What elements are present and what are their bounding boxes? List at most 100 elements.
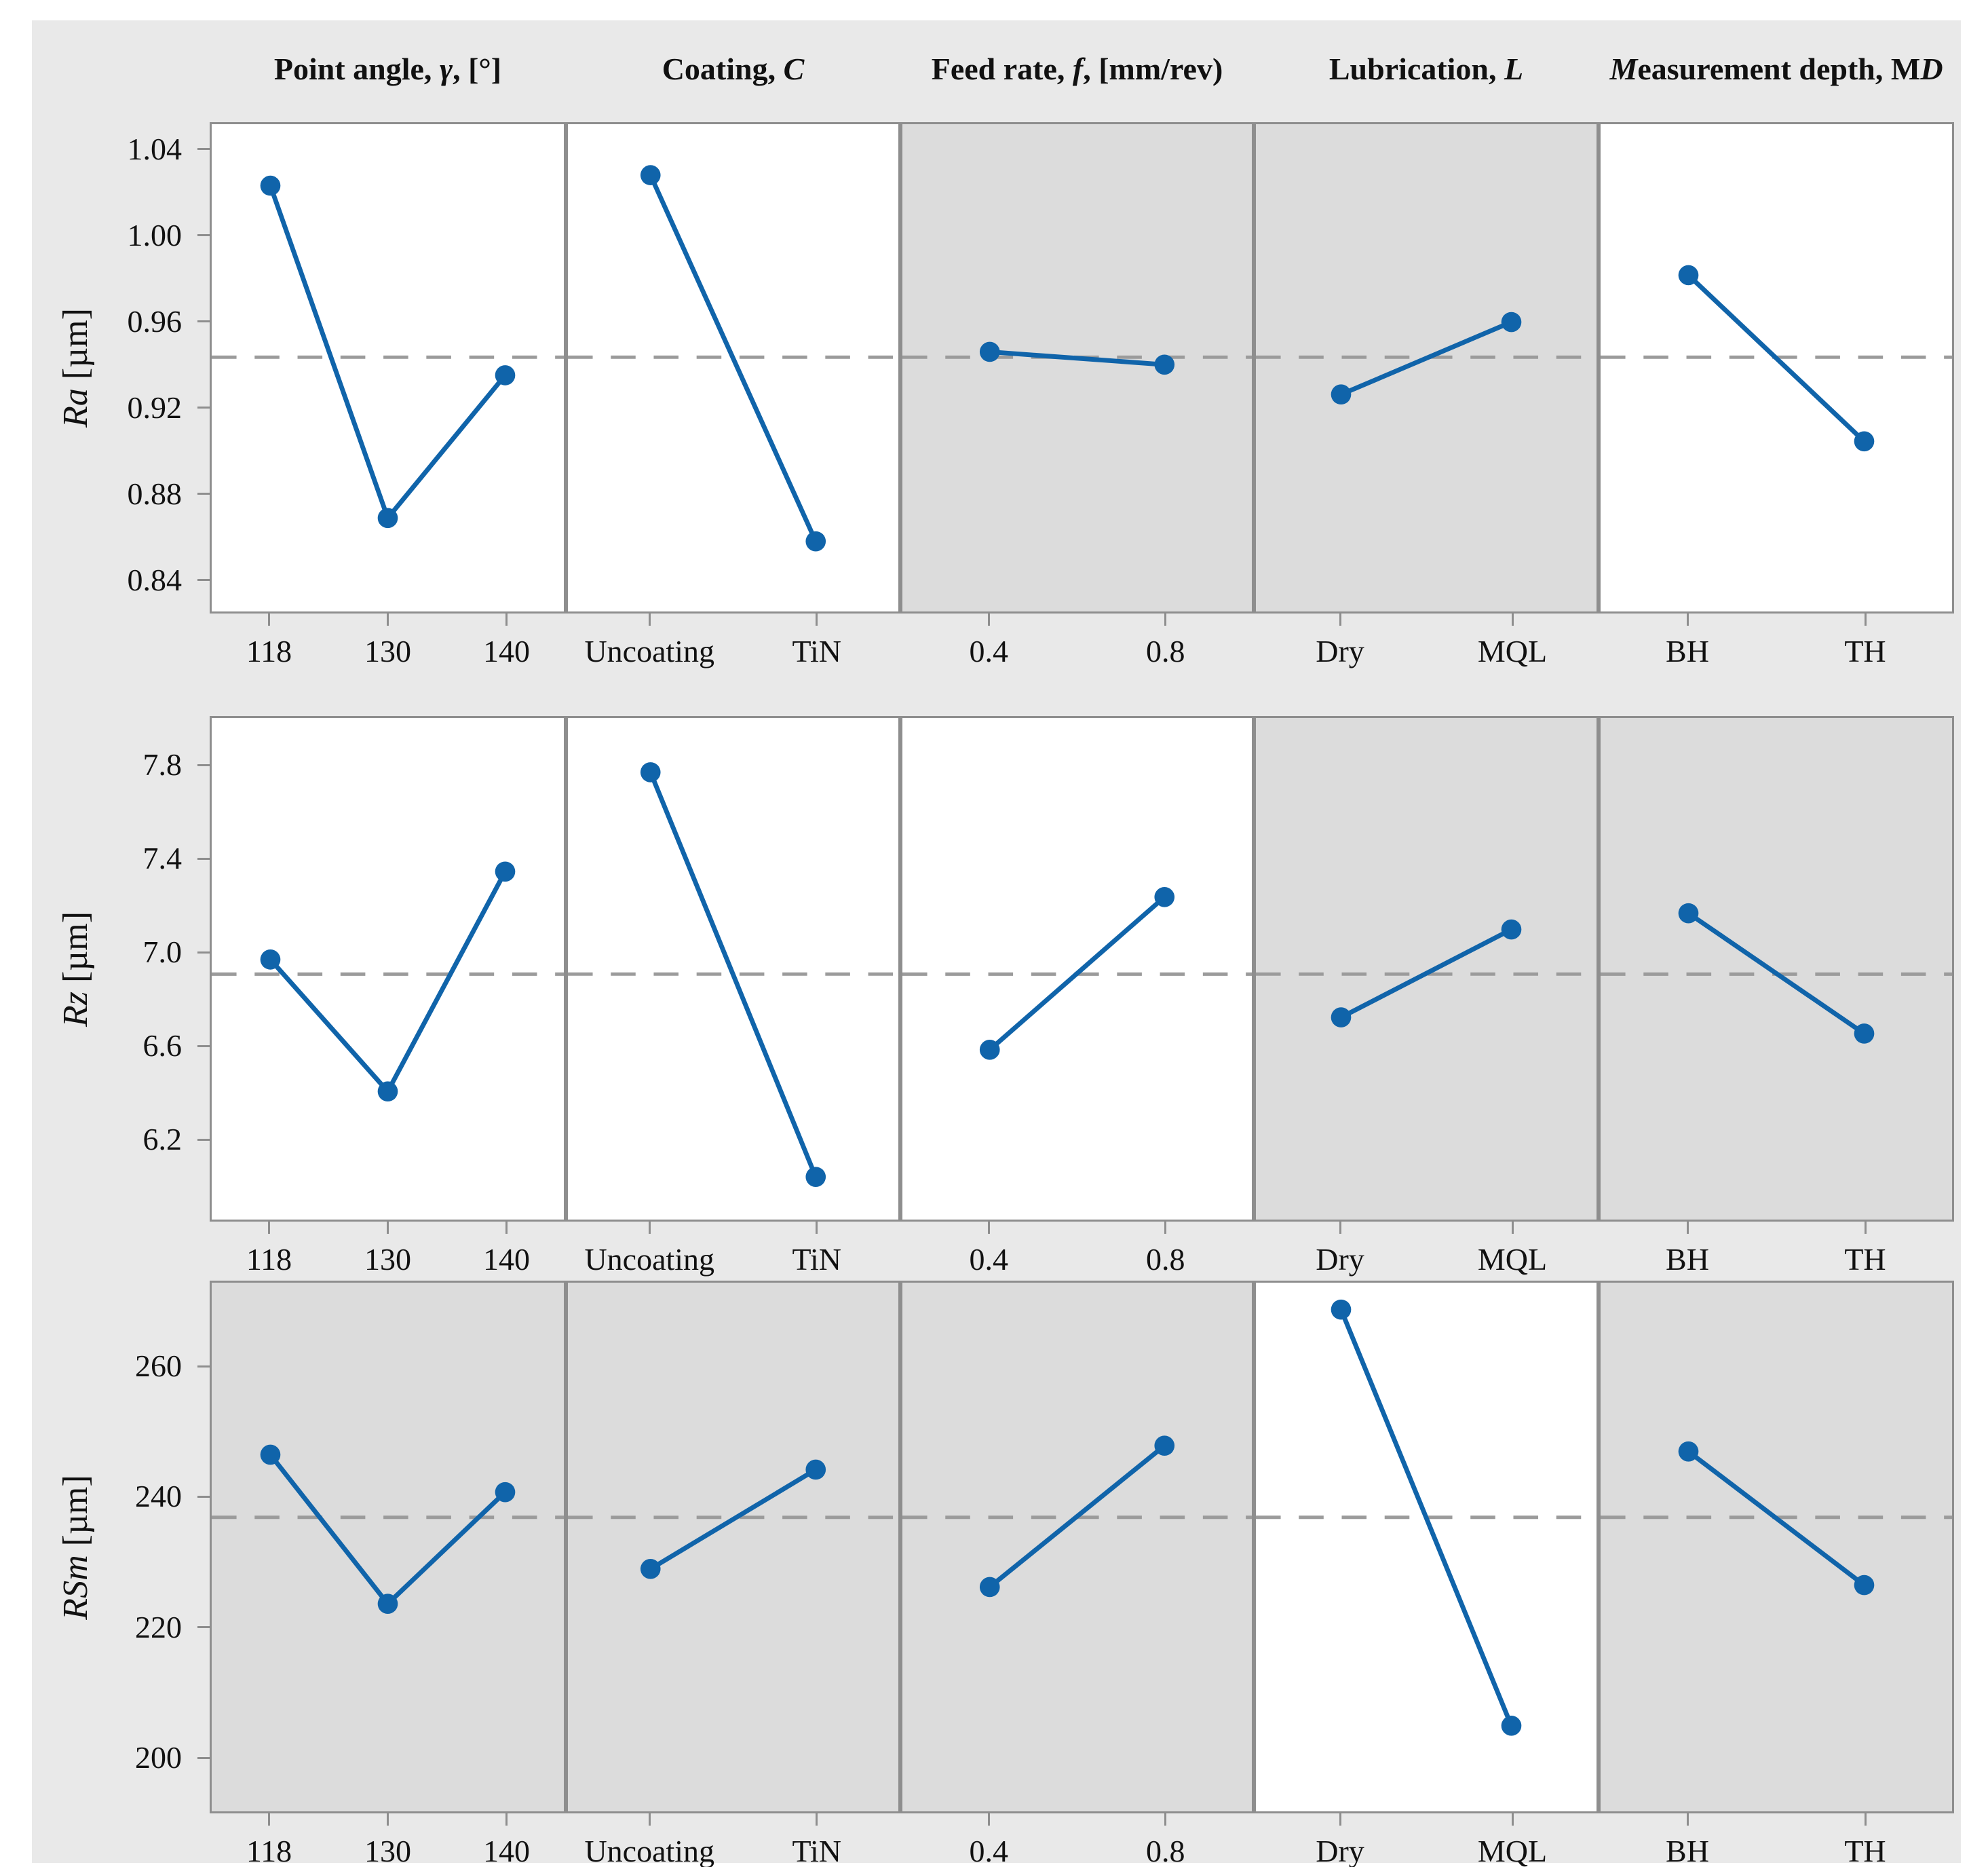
y-tick [197,1495,210,1498]
panel-rz-4 [1254,716,1599,1222]
x-tick-label: TH [1844,1834,1886,1867]
panel-rsm-3 [900,1281,1254,1813]
panel-plot [1256,1299,1597,1736]
data-point [1501,1716,1522,1736]
effect-line [1687,1449,1866,1587]
panel-rsm-1 [210,1281,566,1813]
panel-plot [1256,312,1597,405]
x-tick [387,1222,389,1234]
panel-ra-2 [566,122,900,614]
data-point [495,861,516,882]
panel-plot [568,762,898,1187]
data-point [495,365,516,385]
label-text: , [mm/rev) [1083,52,1223,86]
data-point [640,1558,661,1579]
panel-plot [1601,1441,1952,1596]
x-tick [648,614,651,626]
data-point [1331,1007,1352,1027]
y-tick-label: 7.4 [142,841,183,876]
x-tick-label: 118 [246,1242,292,1277]
panel-plot [212,1444,564,1615]
y-tick-label: 200 [135,1740,182,1775]
y-tick [197,1626,210,1629]
data-point [260,1444,281,1465]
x-tick-label: Uncoating [584,1834,715,1867]
x-tick [1864,614,1867,626]
italic-symbol: Rz [56,991,95,1027]
data-point [979,1040,1000,1060]
x-tick-label: 118 [246,634,292,668]
y-tick-label: 0.96 [127,303,183,339]
y-tick [197,407,210,409]
data-point [1854,431,1875,452]
data-point [805,531,826,552]
panel-rsm-5 [1599,1281,1954,1813]
panel-plot [212,861,564,1102]
x-tick-label: 130 [364,634,411,668]
x-tick [1686,614,1689,626]
panel-rz-5 [1599,716,1954,1222]
y-axis-title: RSm [µm] [56,1378,96,1717]
y-tick-label: 1.04 [127,131,183,166]
data-point [1854,1574,1875,1596]
panel-plot [902,886,1252,1060]
panel-rz-3 [900,716,1254,1222]
y-tick-label: 0.88 [127,476,183,511]
effect-line [1339,927,1513,1020]
data-point [1501,919,1522,940]
label-text: Point angle, [273,52,440,86]
y-tick [197,857,210,860]
data-point [377,1081,398,1102]
y-tick-label: 0.84 [127,562,183,597]
x-tick-label: 0.8 [1146,634,1185,668]
x-tick-label: MQL [1477,634,1548,668]
panel-rz-2 [566,716,900,1222]
x-tick-label: 0.8 [1146,1242,1185,1277]
y-tick [197,234,210,237]
data-point [1501,312,1522,333]
x-tick-label: TiN [792,634,841,668]
x-tick-label: 140 [483,1834,530,1867]
data-point [1331,1299,1352,1320]
data-point [1678,903,1699,924]
x-tick-label: BH [1666,1242,1709,1277]
data-point [1331,384,1352,405]
label-text: Coating, [662,52,784,86]
x-tick [1511,1222,1514,1234]
y-tick [197,1756,210,1759]
x-tick-label: Uncoating [584,1242,715,1277]
column-header: Coating, C [566,49,900,90]
panel-ra-5 [1599,122,1954,614]
data-point [1678,265,1699,286]
panel-plot [1601,265,1952,452]
x-tick-label: MQL [1477,1242,1548,1277]
x-tick-label: 0.8 [1146,1834,1185,1867]
x-tick-label: BH [1666,634,1709,668]
x-tick [1339,614,1341,626]
label-text: easurement depth, M [1637,52,1921,86]
x-tick-label: TH [1844,634,1886,668]
column-header: Feed rate, f, [mm/rev) [900,49,1254,90]
x-tick [1864,1222,1867,1234]
panel-plot [212,175,564,529]
x-tick [816,614,818,626]
x-tick-label: Dry [1316,634,1364,668]
x-tick [816,1222,818,1234]
data-point [1154,354,1175,375]
panel-plot [902,341,1252,375]
x-tick [648,1222,651,1234]
label-text: Feed rate, [931,52,1073,86]
x-tick-label: 0.4 [969,1834,1009,1867]
x-tick [987,614,990,626]
data-point [1854,1023,1875,1044]
panel-plot [1256,919,1597,1027]
x-tick [1164,1813,1167,1826]
x-tick [1164,614,1167,626]
italic-symbol: D [1920,52,1943,86]
effect-line [1687,273,1866,443]
data-point [1678,1441,1699,1462]
panel-ra-4 [1254,122,1599,614]
y-tick-label: 7.0 [142,935,183,970]
data-point [979,341,1000,362]
x-tick [1339,1222,1341,1234]
